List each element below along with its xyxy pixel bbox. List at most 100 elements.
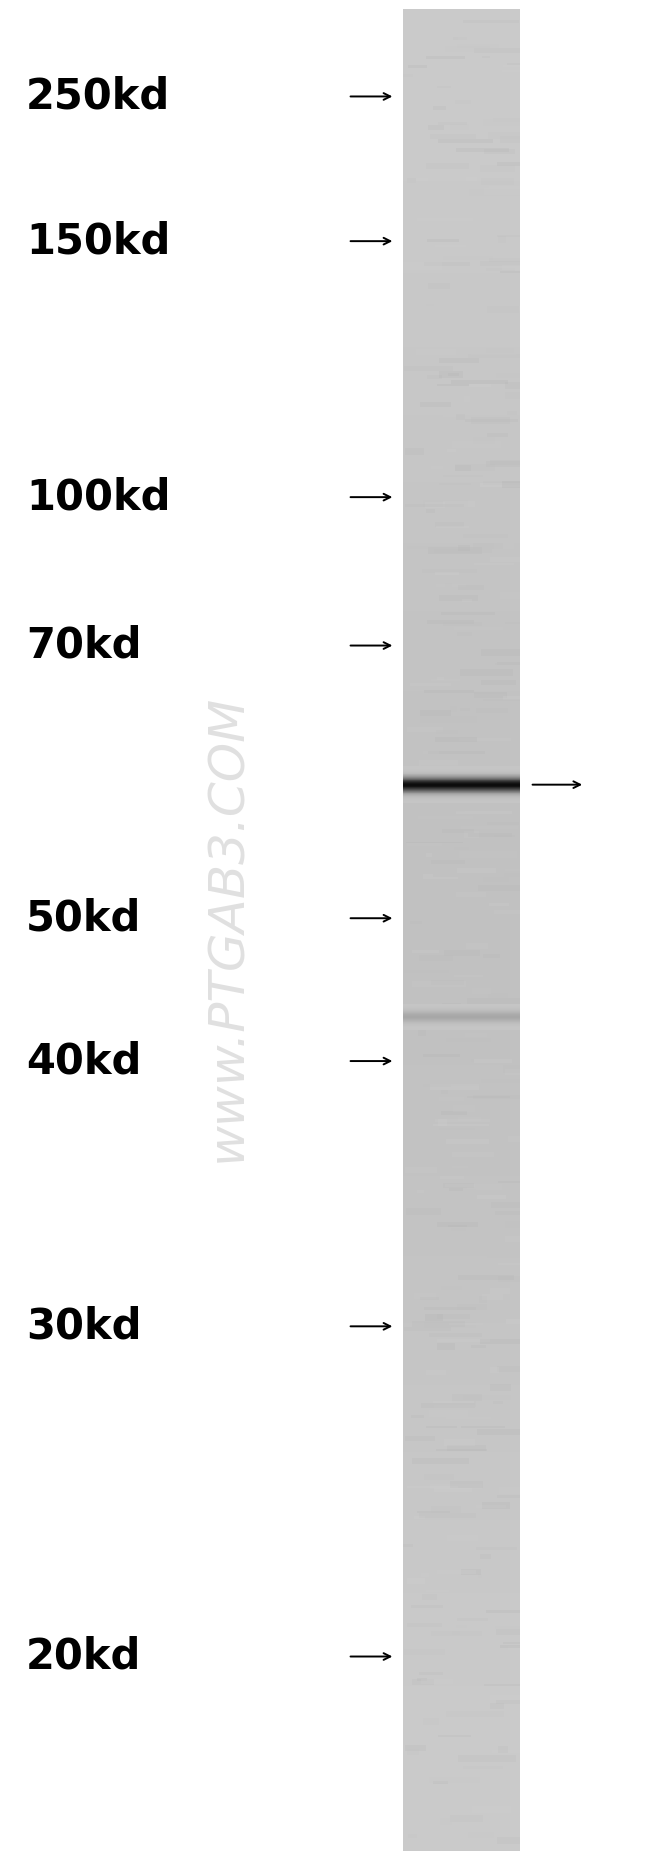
Bar [403,352,520,360]
Bar [417,217,473,221]
Bar [450,380,508,384]
Bar [422,779,437,785]
Bar [426,853,432,857]
Bar [435,521,464,527]
Bar [499,1486,520,1493]
Bar [403,1679,520,1686]
Bar [480,1554,491,1560]
Bar [403,89,520,95]
Bar [490,1367,499,1373]
Bar [411,1679,434,1686]
Bar [425,1695,437,1701]
Bar [403,814,520,820]
Bar [438,139,493,143]
Bar [403,310,520,315]
Bar [479,1297,487,1302]
Bar [403,1599,520,1606]
Bar [436,525,469,529]
Bar [467,1096,510,1098]
Bar [461,1426,505,1428]
Bar [403,341,520,347]
Bar [403,623,520,629]
Bar [500,1219,520,1224]
Bar [403,642,520,647]
Bar [495,664,518,666]
Bar [414,1516,426,1519]
Bar [403,868,520,876]
Bar [403,1439,520,1447]
Bar [403,647,520,655]
Bar [504,638,520,642]
Bar [422,1593,437,1599]
Bar [448,1226,467,1228]
Bar [403,113,520,121]
Bar [407,1749,419,1755]
Bar [403,740,520,746]
Bar [403,1759,520,1766]
Bar [403,163,520,169]
Bar [437,384,469,386]
Bar [482,1573,520,1579]
Bar [443,1081,499,1085]
Bar [403,1625,520,1631]
Bar [403,1256,520,1261]
Bar [403,955,520,961]
Bar [489,460,520,466]
Bar [403,249,520,254]
Bar [426,508,436,514]
Bar [453,37,467,41]
Bar [418,122,453,128]
Bar [403,440,520,445]
Bar [456,811,512,814]
Bar [421,1402,475,1408]
Bar [431,466,443,469]
Bar [403,1673,520,1679]
Bar [403,1820,520,1827]
Bar [448,1323,483,1324]
Bar [403,1631,520,1636]
Bar [406,842,463,844]
Bar [403,679,520,684]
Bar [445,1183,475,1187]
Bar [403,1580,520,1588]
Bar [423,1083,451,1087]
Bar [403,121,520,126]
Bar [403,291,520,299]
Bar [467,725,502,731]
Bar [403,764,520,770]
Bar [403,1035,520,1041]
Bar [492,642,520,647]
Bar [403,1011,520,1017]
Bar [463,397,470,403]
Bar [417,1007,446,1015]
Bar [431,679,460,681]
Bar [403,22,520,28]
Bar [458,37,467,39]
Bar [403,544,520,549]
Bar [403,150,520,156]
Bar [410,683,451,686]
Bar [486,349,514,352]
Bar [403,1543,413,1547]
Bar [403,716,520,722]
Bar [472,989,491,994]
Bar [437,85,450,89]
Bar [403,52,520,58]
Bar [403,421,520,427]
Bar [403,493,520,501]
Bar [465,1033,488,1037]
Bar [447,1417,491,1419]
Bar [403,655,520,660]
Bar [456,148,509,152]
Bar [403,65,520,70]
Bar [439,595,478,601]
Bar [448,373,460,377]
Bar [417,1510,450,1512]
Bar [403,610,520,618]
Bar [444,1439,474,1445]
Bar [484,189,520,195]
Bar [469,189,520,197]
Bar [403,1311,520,1317]
Bar [423,874,433,877]
Bar [473,1094,520,1100]
